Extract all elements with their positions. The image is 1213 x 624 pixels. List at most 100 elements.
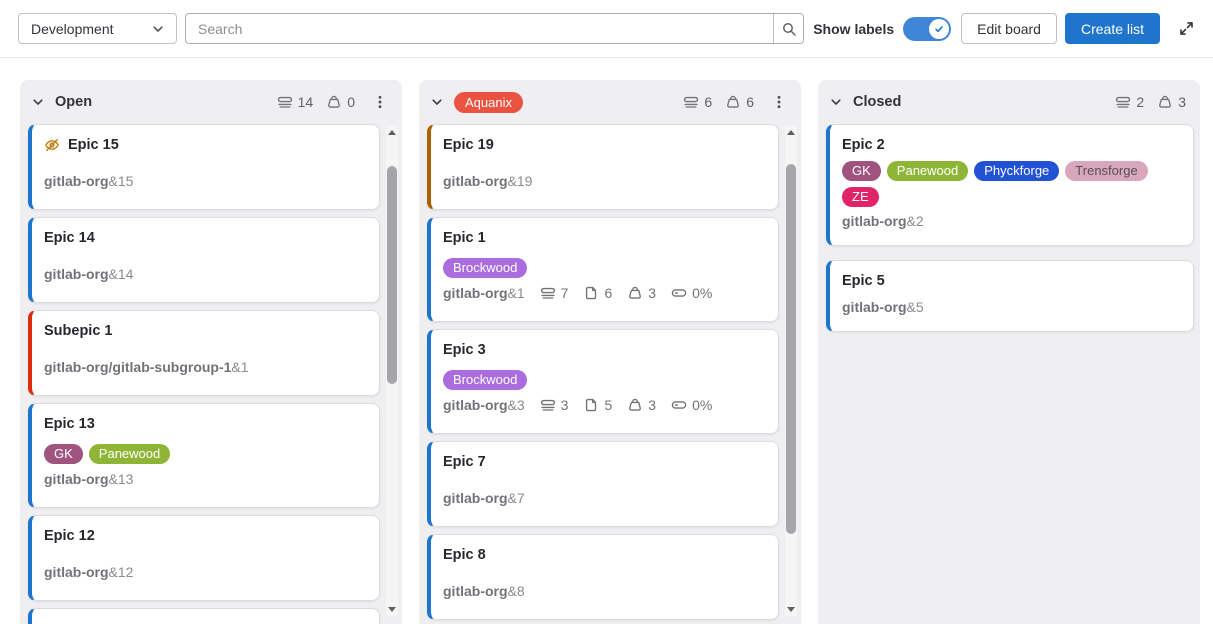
epic-card[interactable]: Epic 8 gitlab-org&8 [427,534,779,620]
epic-meta: gitlab-org&19 [443,171,766,191]
column-epic-count: 14 [277,94,313,110]
epic-title[interactable]: Epic 15 [44,135,367,155]
epic-total-weight: 3 [627,395,656,415]
epic-card[interactable]: Epic 3 Brockwood gitlab-org&3 3 5 3 0% [427,329,779,434]
fullscreen-button[interactable] [1176,18,1197,39]
epic-card[interactable]: Epic 7 gitlab-org&7 [427,441,779,527]
epic-card[interactable]: Subepic 1 gitlab-org/gitlab-subgroup-1&1 [28,310,380,396]
confidential-eye-slash-icon [45,138,59,152]
epic-card-partial[interactable] [28,608,380,624]
epic-card[interactable]: Epic 13 GK Panewood gitlab-org&13 [28,403,380,508]
column-title: Open [55,94,93,110]
epic-title[interactable]: Epic 13 [44,416,95,432]
epic-card[interactable]: Epic 5 gitlab-org&5 [826,260,1194,332]
epic-card[interactable]: Epic 15 gitlab-org&15 [28,124,380,210]
epic-meta: gitlab-org&1 7 6 3 0% [443,283,766,303]
epic-meta: gitlab-org&3 3 5 3 0% [443,395,766,415]
epic-label[interactable]: Panewood [886,161,969,181]
column-title-label[interactable]: Aquanix [454,91,523,113]
epic-descendant-epics: 3 [540,395,568,415]
epic-reference: gitlab-org&2 [842,213,924,229]
epic-label[interactable]: Brockwood [443,258,528,278]
column-weight-count: 0 [326,94,355,110]
board-switcher-dropdown[interactable]: Development [18,13,177,44]
epic-title[interactable]: Epic 14 [44,230,95,246]
epic-title[interactable]: Epic 12 [44,528,95,544]
progress-icon [671,401,687,409]
epic-progress: 0% [671,395,712,415]
scroll-thumb[interactable] [786,164,796,534]
epic-title[interactable]: Epic 1 [443,230,486,246]
epic-title[interactable]: Subepic 1 [44,323,113,339]
epic-meta: gitlab-org&15 [44,171,367,191]
epic-reference: gitlab-org&19 [443,173,533,189]
epic-title[interactable]: Epic 3 [443,342,486,358]
epic-title[interactable]: Epic 5 [842,273,885,289]
weight-icon [629,286,642,299]
epic-title[interactable]: Epic 2 [842,137,885,153]
epic-label[interactable]: GK [44,444,83,464]
collapse-column-button[interactable] [30,94,46,110]
epic-title[interactable]: Epic 19 [443,137,494,153]
epic-icon [684,96,699,108]
epic-meta: gitlab-org&8 [443,581,766,601]
scroll-up-button[interactable] [785,126,797,140]
epic-card[interactable]: Epic 1 Brockwood gitlab-org&1 7 6 3 0% [427,217,779,322]
epic-label[interactable]: GK [842,161,881,181]
board-toolbar: Development Show labels Edit board Creat… [0,0,1213,58]
weight-icon [727,95,740,108]
epic-label[interactable]: Phyckforge [974,161,1060,181]
column-weight-count: 3 [1157,94,1186,110]
epic-meta: gitlab-org&13 [44,469,367,489]
create-list-button[interactable]: Create list [1064,13,1160,44]
column-scrollbar[interactable] [386,126,398,616]
kebab-menu-icon [378,95,382,109]
column-menu-button[interactable] [771,94,787,110]
search-box[interactable] [185,13,805,44]
scroll-down-button[interactable] [386,602,398,616]
chevron-down-icon [153,25,163,32]
show-labels-label: Show labels [813,20,895,37]
epic-label[interactable]: Panewood [88,444,171,464]
issue-icon [586,286,597,300]
epic-labels: Brockwood [443,370,766,390]
show-labels-toggle[interactable] [903,16,952,41]
epic-title[interactable]: Epic 8 [443,547,486,563]
check-icon [935,25,943,32]
epic-meta: gitlab-org/gitlab-subgroup-1&1 [44,357,367,377]
epic-reference: gitlab-org&7 [443,490,525,506]
column-scrollbar[interactable] [785,126,797,616]
epic-label[interactable]: ZE [842,187,879,207]
column-menu-button[interactable] [372,94,388,110]
epic-meta: gitlab-org&5 [842,297,1181,317]
epic-card[interactable]: Epic 12 gitlab-org&12 [28,515,380,601]
column-epic-count: 6 [683,94,712,110]
epic-total-weight: 3 [627,283,656,303]
edit-board-button[interactable]: Edit board [961,13,1057,44]
chevron-down-icon [432,99,442,105]
epic-card[interactable]: Epic 2 GK Panewood Phyckforge Trensforge ZE … [826,124,1194,246]
search-button[interactable] [773,14,804,43]
collapse-column-button[interactable] [828,94,844,110]
epic-title[interactable]: Epic 7 [443,454,486,470]
scroll-up-button[interactable] [386,126,398,140]
epic-label[interactable]: Brockwood [443,370,528,390]
epic-label[interactable]: Trensforge [1065,161,1148,181]
epic-card[interactable]: Epic 14 gitlab-org&14 [28,217,380,303]
epic-card[interactable]: Epic 19 gitlab-org&19 [427,124,779,210]
epic-labels: GK Panewood [44,444,367,464]
board-column-open: Open 14 0 Epic 15 gitlab-org&15 Epic 14 … [20,80,402,624]
collapse-column-button[interactable] [429,94,445,110]
epic-reference: gitlab-org&15 [44,173,134,189]
search-input[interactable] [186,14,774,43]
column-counts: 2 3 [1115,94,1186,110]
epic-icon [277,96,292,108]
column-header: Aquanix 6 6 [419,80,801,124]
column-title: Closed [853,94,902,110]
epic-descendant-issues: 6 [583,283,612,303]
scroll-down-button[interactable] [785,602,797,616]
epic-meta: gitlab-org&14 [44,264,367,284]
epic-reference: gitlab-org&8 [443,583,525,599]
epic-descendant-epics: 7 [540,283,568,303]
scroll-thumb[interactable] [387,166,397,384]
